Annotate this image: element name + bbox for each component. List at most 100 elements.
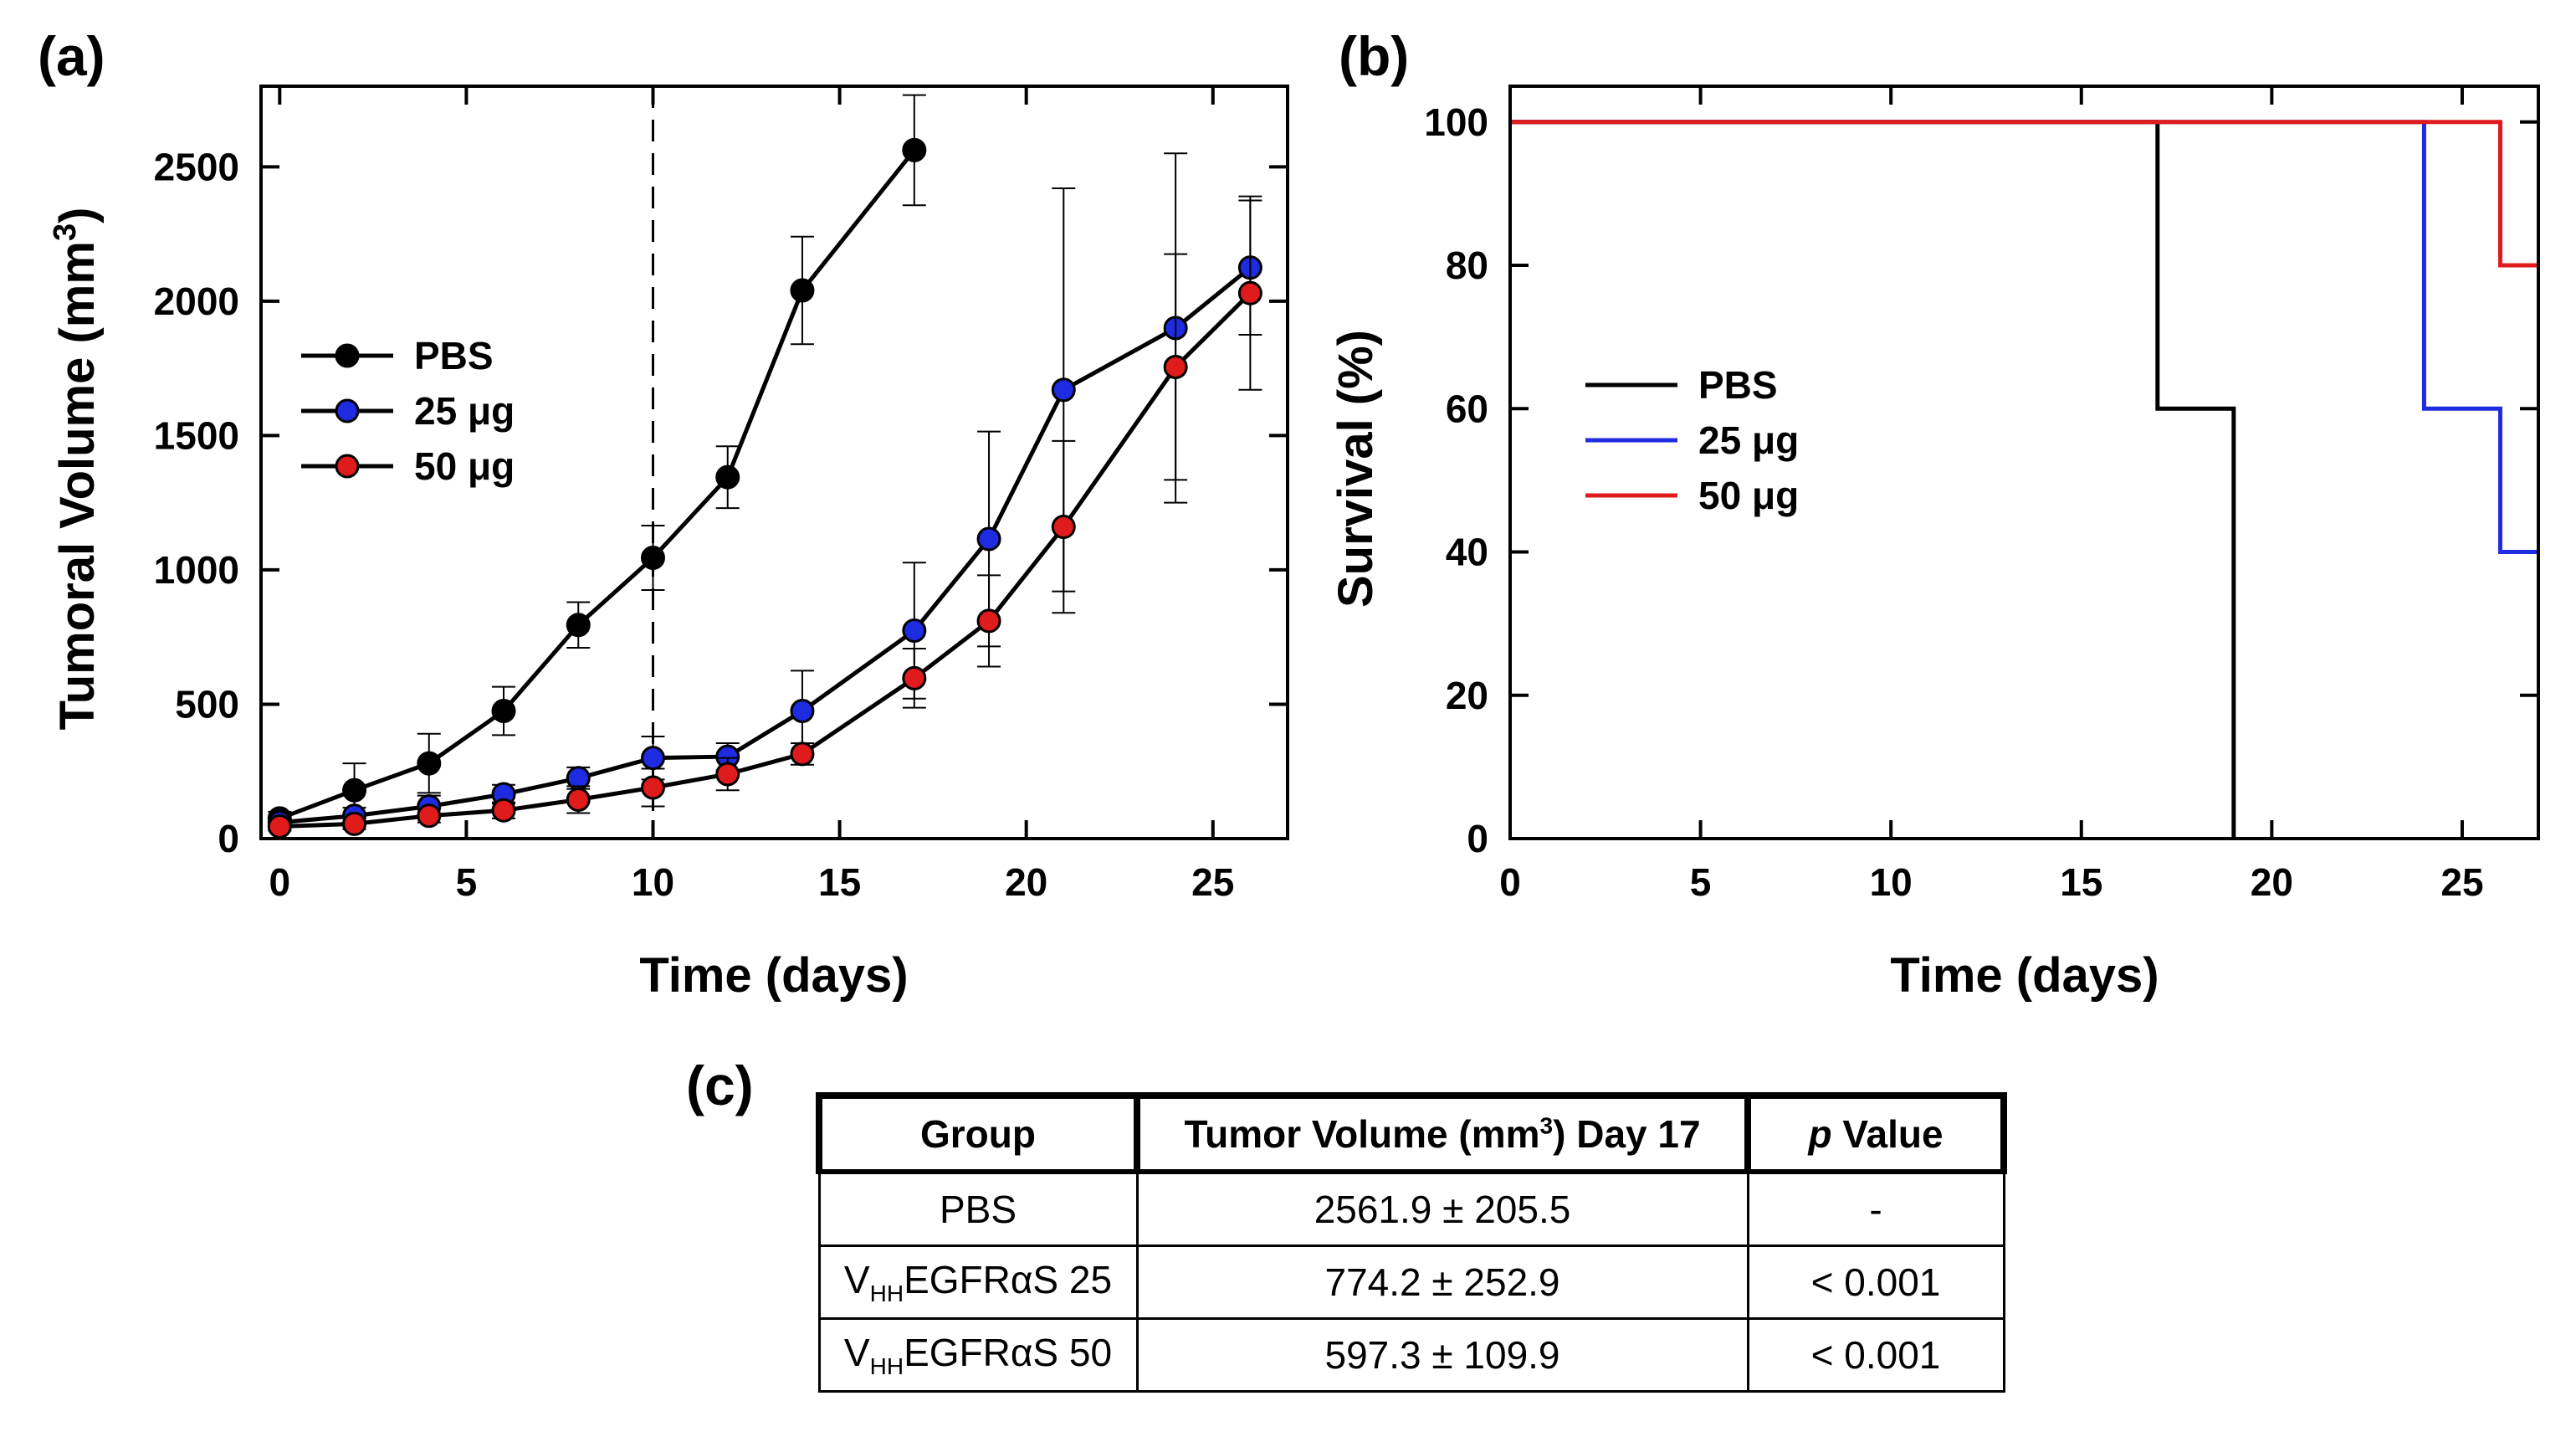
chart-a-y-axis-title-main: Tumoral Volume (mm — [50, 241, 105, 730]
table-header-row: Group Tumor Volume (mm3) Day 17 p Value — [816, 1092, 2007, 1174]
cell-group: VHHEGFRαS 50 — [817, 1317, 1139, 1393]
chart-a-y-tick-label: 1500 — [154, 413, 239, 457]
cell-p: < 0.001 — [1746, 1245, 2005, 1320]
chart-a-x-tick-label: 10 — [632, 860, 674, 904]
panel-label-c: (c) — [686, 1055, 754, 1116]
data-point-25-g — [902, 618, 927, 643]
chart-b-x-tick-label: 5 — [1690, 860, 1712, 904]
cell-p: < 0.001 — [1746, 1317, 2005, 1393]
table-row: VHHEGFRαS 25 774.2 ± 252.9 < 0.001 — [817, 1245, 2005, 1320]
header-p-rest: Value — [1831, 1112, 1944, 1156]
chart-b-survival: 0 5 10 15 20 25 0 20 40 60 80 100 Time (days) Survi… — [1329, 85, 2540, 1003]
survival-line-50-g — [1510, 120, 2538, 268]
legend-label-pbs: PBS — [414, 334, 494, 377]
data-point-pbs — [715, 464, 740, 490]
header-volume-main: Tumor Volume (mm — [1184, 1112, 1540, 1156]
data-point-pbs — [902, 137, 927, 162]
data-point-50-g — [1237, 280, 1262, 305]
legend-marker-50-g — [335, 454, 360, 479]
chart-b-x-tick-label: 10 — [1870, 860, 1913, 904]
data-point-25-g — [790, 698, 815, 723]
header-volume: Tumor Volume (mm3) Day 17 — [1134, 1092, 1751, 1174]
cell-group: PBS — [817, 1170, 1139, 1247]
data-point-50-g — [976, 608, 1001, 634]
chart-a-x-tick-label: 25 — [1191, 860, 1234, 904]
chart-a-y-tick-label: 1000 — [154, 548, 239, 592]
data-point-50-g — [342, 811, 367, 836]
chart-a-frame — [259, 85, 1289, 840]
data-point-50-g — [715, 762, 740, 787]
data-point-50-g — [790, 742, 815, 767]
panel-label-b: (b) — [1339, 25, 1409, 87]
cell-group-main: PBS — [939, 1188, 1017, 1231]
data-point-pbs — [491, 698, 516, 723]
chart-a-y-tick-label: 2500 — [154, 145, 239, 188]
chart-b-marks — [1510, 120, 2538, 839]
cell-group-main: V — [843, 1257, 870, 1301]
legend-marker-25-g — [335, 398, 360, 423]
legend-label-25-g: 25 μg — [414, 389, 515, 433]
legend-label-25-g: 25 μg — [1698, 418, 1799, 462]
data-point-pbs — [790, 278, 815, 303]
data-point-50-g — [417, 803, 442, 829]
data-point-50-g — [640, 775, 665, 800]
data-point-50-g — [902, 665, 927, 690]
data-point-25-g — [1051, 377, 1076, 403]
data-point-50-g — [491, 798, 516, 823]
chart-b-x-tick-label: 15 — [2060, 860, 2102, 904]
chart-b-x-tick-label: 25 — [2440, 860, 2483, 904]
chart-a-y-tick-label: 2000 — [154, 280, 239, 323]
survival-line-pbs — [1510, 120, 2236, 839]
legend-marker-pbs — [335, 343, 360, 368]
data-point-50-g — [1051, 515, 1076, 540]
data-point-25-g — [640, 746, 665, 771]
chart-b-x-axis-title: Time (days) — [1890, 948, 2159, 1003]
data-point-50-g — [566, 787, 591, 812]
chart-a-y-tick-label: 0 — [218, 817, 239, 860]
data-point-pbs — [417, 751, 442, 776]
chart-b-y-tick-label: 80 — [1446, 244, 1488, 287]
legend-label-50-g: 50 μg — [1698, 474, 1799, 517]
series-25-g — [267, 152, 1262, 835]
cell-volume: 2561.9 ± 205.5 — [1135, 1170, 1749, 1247]
cell-group-main: V — [843, 1330, 870, 1374]
header-group: Group — [816, 1092, 1140, 1174]
chart-b-x-tick-label: 20 — [2251, 860, 2293, 904]
chart-a-x-axis-title: Time (days) — [639, 948, 908, 1003]
chart-b-y-tick-label: 0 — [1467, 817, 1488, 860]
data-point-pbs — [566, 613, 591, 638]
chart-a-y-tick-label: 500 — [175, 682, 239, 726]
data-point-50-g — [1163, 355, 1188, 380]
chart-b-x-tick-label: 0 — [1499, 860, 1521, 904]
chart-b-ticks: 0 5 10 15 20 25 0 20 40 60 80 100 — [1424, 86, 2538, 904]
panel-label-a: (a) — [38, 25, 105, 87]
data-point-50-g — [267, 814, 292, 839]
cell-volume: 774.2 ± 252.9 — [1135, 1245, 1749, 1320]
legend-label-pbs: PBS — [1698, 363, 1778, 407]
chart-a-ticks: 0 5 10 15 20 25 0 500 1000 1500 2000 2500 — [154, 86, 1288, 904]
chart-a-legend: PBS 25 μg 50 μg — [301, 334, 515, 488]
chart-a-marks — [267, 86, 1262, 839]
header-volume-end: ) Day 17 — [1553, 1112, 1701, 1156]
chart-b-y-tick-label: 100 — [1424, 100, 1488, 144]
cell-group-sub: HH — [869, 1280, 904, 1307]
header-p-italic: p — [1808, 1112, 1832, 1156]
data-point-pbs — [640, 545, 665, 570]
table-row: PBS 2561.9 ± 205.5 - — [817, 1170, 2005, 1247]
chart-a-y-axis-title-sup: 3 — [48, 223, 83, 241]
chart-b-y-tick-label: 40 — [1446, 531, 1488, 574]
data-point-pbs — [342, 778, 367, 803]
cell-p: - — [1746, 1170, 2005, 1247]
chart-b-y-tick-label: 60 — [1446, 387, 1488, 430]
chart-a-x-tick-label: 5 — [456, 860, 478, 904]
data-point-25-g — [976, 526, 1001, 552]
legend-label-50-g: 50 μg — [414, 444, 515, 488]
chart-b-frame — [1508, 85, 2540, 840]
chart-b-y-tick-label: 20 — [1446, 674, 1488, 717]
chart-b-y-axis-title: Survival (%) — [1329, 330, 1383, 608]
chart-a-x-tick-label: 20 — [1005, 860, 1047, 904]
summary-table: Group Tumor Volume (mm3) Day 17 p Value … — [816, 1092, 2007, 1393]
series-50-g — [267, 195, 1262, 839]
chart-a-y-axis-title-end: ) — [50, 208, 105, 223]
